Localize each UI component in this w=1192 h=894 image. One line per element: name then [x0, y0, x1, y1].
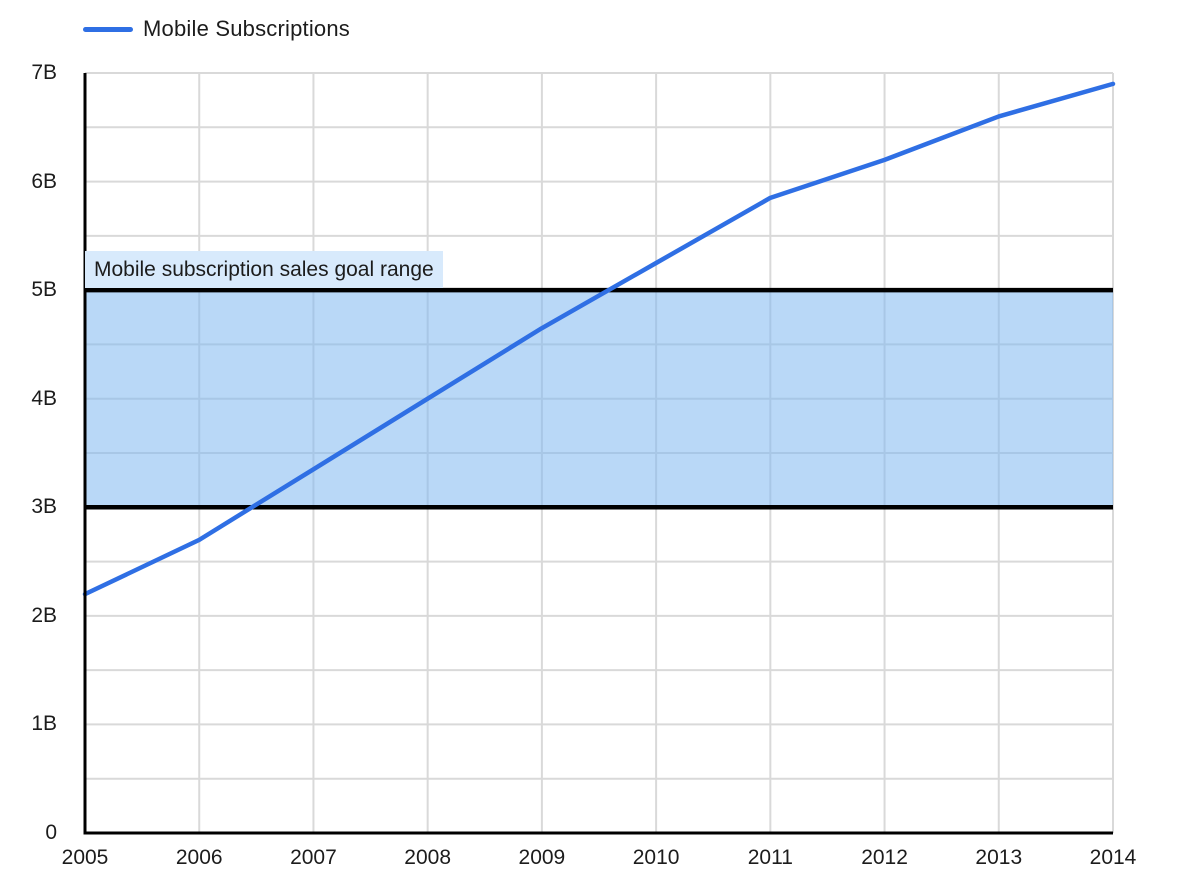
mobile-subscriptions-line [82, 81, 1116, 597]
y-tick-label: 1B [31, 712, 57, 736]
x-tick-label: 2009 [518, 846, 566, 869]
x-tick-label: 2014 [1089, 846, 1137, 869]
x-tick-label: 2006 [175, 846, 223, 869]
y-tick-label: 3B [31, 495, 57, 519]
y-tick-label: 7B [31, 61, 57, 84]
x-tick-label: 2007 [290, 846, 337, 869]
goal-range-band [85, 290, 1113, 508]
y-tick-label: 2B [31, 603, 57, 627]
x-tick-label: 2012 [861, 846, 908, 869]
y-tick-label: 5B [31, 278, 57, 302]
x-tick-label: 2005 [61, 846, 109, 869]
goal-range-label: Mobile subscription sales goal range [85, 250, 443, 288]
legend-line-swatch-icon [83, 27, 133, 32]
y-tick-label: 6B [31, 169, 57, 193]
x-tick-label: 2011 [747, 846, 793, 869]
legend-label: Mobile Subscriptions [143, 16, 350, 41]
y-tick-label: 0 [45, 821, 57, 844]
x-tick-label: 2013 [975, 846, 1023, 869]
x-tick-label: 2010 [632, 846, 680, 869]
x-tick-label: 2008 [404, 846, 452, 869]
y-tick-label: 4B [31, 386, 57, 410]
